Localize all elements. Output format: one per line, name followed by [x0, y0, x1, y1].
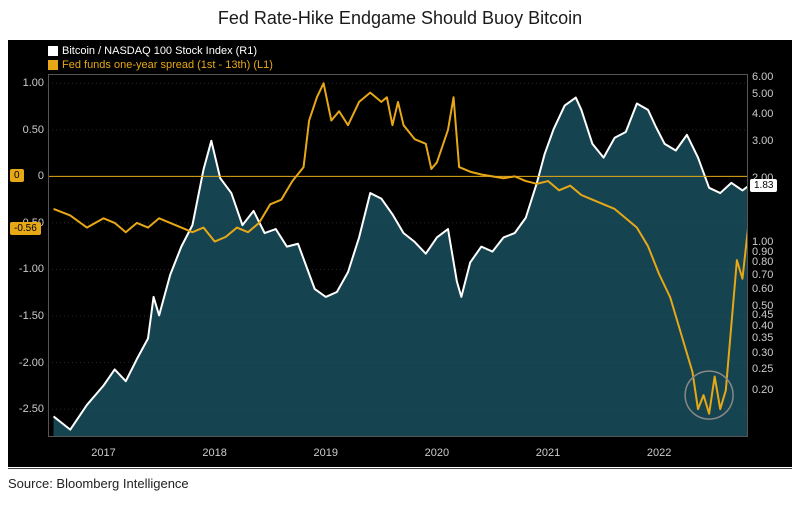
- y-left-tick: 1.00: [10, 77, 44, 89]
- y-right-tick: 5.00: [752, 88, 792, 100]
- legend-label-bitcoin: Bitcoin / NASDAQ 100 Stock Index (R1): [62, 44, 257, 58]
- y-right-tick: 0.70: [752, 269, 792, 281]
- chart-frame: Bitcoin / NASDAQ 100 Stock Index (R1) Fe…: [8, 40, 792, 467]
- y-left-tick: -2.50: [10, 403, 44, 415]
- y-left-badge: 0: [10, 169, 24, 182]
- y-left-badge: -0.56: [10, 222, 41, 235]
- y-right-tick: 0.25: [752, 363, 792, 375]
- legend-swatch-bitcoin: [48, 46, 58, 56]
- y-right-tick: 0.30: [752, 347, 792, 359]
- y-right-tick: 0.35: [752, 332, 792, 344]
- y-left-tick: -1.50: [10, 310, 44, 322]
- x-tick: 2019: [314, 447, 338, 459]
- chart-title: Fed Rate-Hike Endgame Should Buoy Bitcoi…: [218, 8, 582, 28]
- y-right-tick: 0.40: [752, 320, 792, 332]
- source-label: Source: Bloomberg Intelligence: [8, 476, 189, 491]
- plot-svg: [48, 74, 748, 437]
- source-area: Source: Bloomberg Intelligence: [8, 468, 792, 501]
- y-left-tick: 0.50: [10, 124, 44, 136]
- y-right-tick: 0.60: [752, 283, 792, 295]
- x-tick: 2018: [202, 447, 226, 459]
- x-tick: 2020: [425, 447, 449, 459]
- y-right-badge: 1.83: [750, 179, 777, 192]
- plot-area: [48, 74, 748, 437]
- y-left-tick: -2.00: [10, 357, 44, 369]
- x-tick: 2021: [536, 447, 560, 459]
- y-right-tick: 6.00: [752, 71, 792, 83]
- title-area: Fed Rate-Hike Endgame Should Buoy Bitcoi…: [0, 0, 800, 35]
- y-right-tick: 0.80: [752, 256, 792, 268]
- x-tick: 2017: [91, 447, 115, 459]
- chart-container: Fed Rate-Hike Endgame Should Buoy Bitcoi…: [0, 0, 800, 507]
- legend-swatch-fedspread: [48, 60, 58, 70]
- y-right-tick: 4.00: [752, 108, 792, 120]
- y-right-tick: 3.00: [752, 135, 792, 147]
- x-tick: 2022: [647, 447, 671, 459]
- legend-item-fedspread: Fed funds one-year spread (1st - 13th) (…: [48, 58, 273, 72]
- legend-label-fedspread: Fed funds one-year spread (1st - 13th) (…: [62, 58, 273, 72]
- legend-item-bitcoin: Bitcoin / NASDAQ 100 Stock Index (R1): [48, 44, 273, 58]
- legend: Bitcoin / NASDAQ 100 Stock Index (R1) Fe…: [48, 44, 273, 72]
- y-right-tick: 0.20: [752, 384, 792, 396]
- y-left-tick: -1.00: [10, 263, 44, 275]
